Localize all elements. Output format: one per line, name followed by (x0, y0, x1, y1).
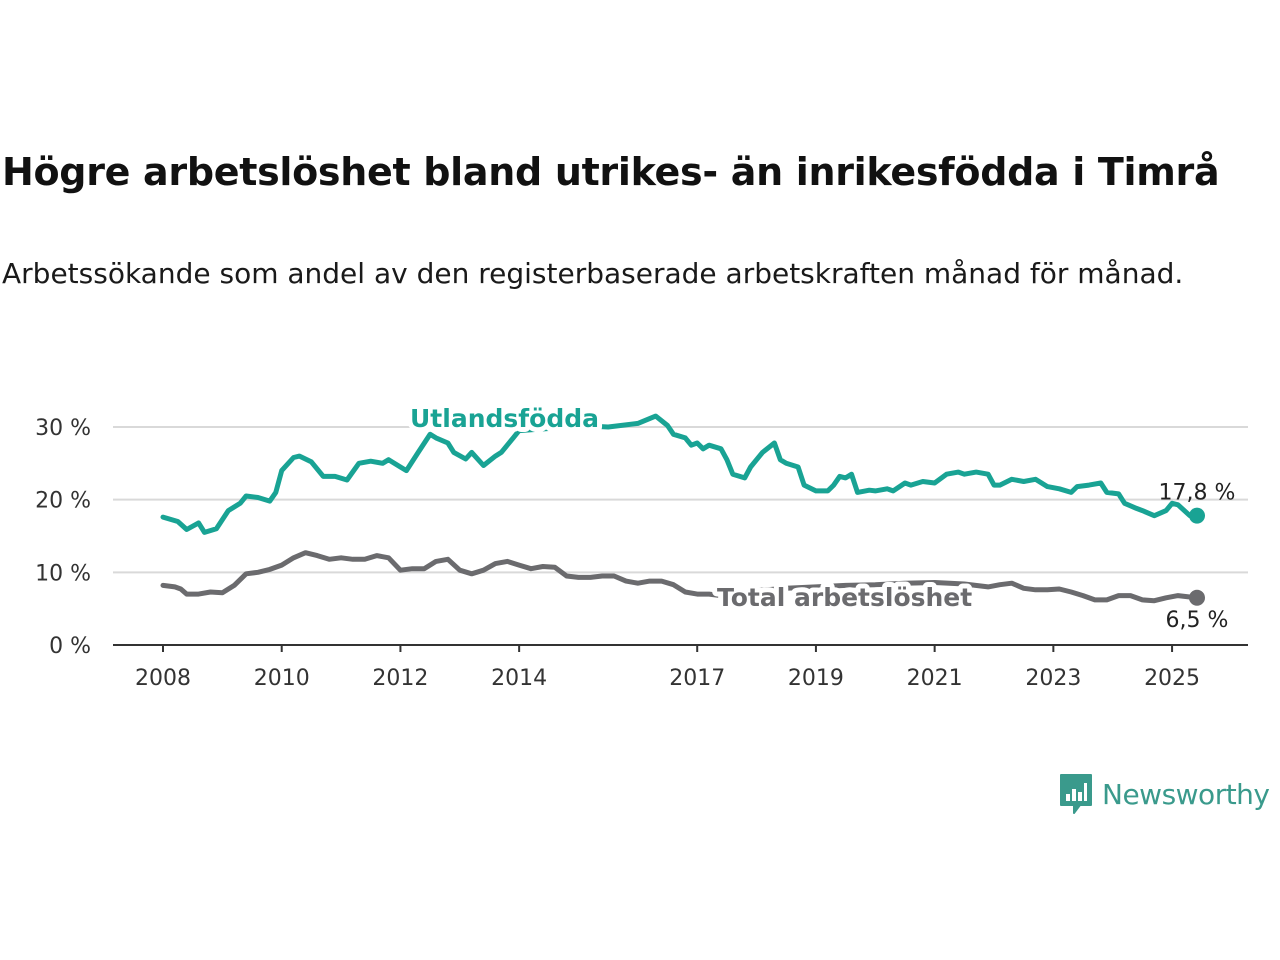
brand-logo: Newsworthy (1058, 772, 1270, 816)
y-tick-label: 20 % (35, 489, 91, 514)
x-tick-label: 2021 (907, 666, 963, 691)
axes: 0 % 10 % 20 % 30 % 2008 2010 2012 2014 2017 2019 2… (35, 416, 1248, 691)
x-tick-label: 2012 (372, 666, 428, 691)
y-tick-label: 10 % (35, 561, 91, 586)
series-label-halo: Utlandsfödda (410, 404, 599, 433)
series-label-halo: Total arbetslöshet (717, 583, 972, 612)
series-end-point (1189, 589, 1205, 606)
series-end-label: 17,8 % (1159, 481, 1236, 506)
series-line-total (160, 550, 1200, 604)
newsworthy-logo-icon (1060, 774, 1092, 814)
x-tick-label: 2008 (135, 666, 191, 691)
series-label: Utlandsfödda (410, 404, 599, 433)
x-tick-label: 2023 (1025, 666, 1081, 691)
series-line-utlandsfodda (160, 413, 1200, 535)
x-tick-label: 2019 (788, 666, 844, 691)
series-end-label: 6,5 % (1166, 608, 1229, 633)
series-lines (160, 413, 1205, 606)
x-tick-label: 2014 (491, 666, 547, 691)
series-label: Total arbetslöshet (717, 583, 972, 612)
chart-subtitle: Arbetssökande som andel av den registerb… (2, 257, 1184, 290)
y-tick-label: 30 % (35, 416, 91, 441)
x-tick-label: 2017 (669, 666, 725, 691)
x-tick-label: 2010 (254, 666, 310, 691)
series-labels: 17,8 %6,5 %UtlandsföddaUtlandsföddaTotal… (405, 399, 1236, 633)
gridlines (113, 426, 1248, 574)
x-tick-label: 2025 (1144, 666, 1200, 691)
chart-title: Högre arbetslöshet bland utrikes- än inr… (2, 150, 1220, 194)
brand-name: Newsworthy (1102, 777, 1270, 811)
series-end-point (1189, 507, 1205, 524)
y-tick-label: 0 % (49, 634, 91, 659)
